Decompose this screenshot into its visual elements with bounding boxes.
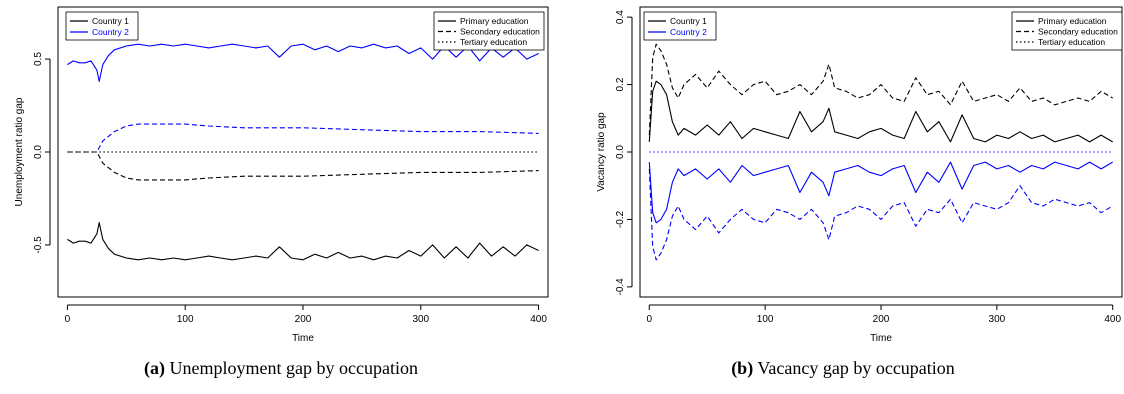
caption-text: Unemployment gap by occupation: [169, 358, 418, 378]
legend-box: [433, 11, 545, 51]
y-tick-label: 0.0: [615, 145, 626, 159]
plot-frame: [639, 6, 1123, 298]
x-axis-label: Time: [870, 333, 892, 344]
legend-label: Country 2: [92, 27, 129, 37]
caption-tag: (a): [144, 358, 166, 378]
vacancy-gap-panel: 0 100 200 300 400 Time -0.4 -0.2 0.0 0.2 0.4 Vacanc…: [562, 0, 1124, 394]
y-tick-label: -0.2: [615, 210, 626, 228]
series-line-4: [648, 168, 1113, 261]
figure-caption-b: (b) Vacancy gap by occupation: [562, 358, 1124, 379]
x-tick-label: 400: [1104, 314, 1121, 325]
x-axis-label: Time: [292, 333, 314, 344]
y-tick-label: 0.0: [33, 145, 44, 159]
legend-label: Primary education: [460, 16, 529, 26]
series-line-1: [67, 222, 539, 261]
series-line-2: [67, 123, 539, 153]
caption-tag: (b): [731, 358, 754, 378]
legend-box: [65, 11, 139, 41]
x-tick-label: 300: [989, 314, 1006, 325]
x-tick-label: 0: [646, 314, 652, 325]
legend-box: [1011, 11, 1123, 51]
legend-label: Tertiary education: [460, 37, 527, 47]
figure-caption-a: (a) Unemployment gap by occupation: [0, 358, 562, 379]
y-tick-label: -0.5: [33, 236, 44, 254]
x-tick-label: 300: [412, 314, 429, 325]
x-tick-label: 200: [295, 314, 312, 325]
y-tick-label: 0.2: [615, 77, 626, 91]
y-axis-label: Unemployment ratio gap: [14, 97, 25, 206]
unemployment-gap-panel: 0 100 200 300 400 Time -0.5 0.0 0.5 Unemployment …: [0, 6, 562, 379]
legend-label: Secondary education: [1038, 27, 1118, 37]
y-tick-label: 0.5: [33, 52, 44, 66]
y-tick-label: -0.4: [615, 278, 626, 296]
unemployment-gap-chart: 0 100 200 300 400 Time -0.5 0.0 0.5 Unemployment …: [14, 6, 549, 344]
series-line-3: [648, 161, 1113, 224]
x-tick-label: 200: [873, 314, 890, 325]
x-tick-label: 100: [177, 314, 194, 325]
x-tick-label: 100: [757, 314, 774, 325]
caption-text: Vacancy gap by occupation: [757, 358, 955, 378]
legend-label: Country 1: [670, 16, 707, 26]
series-line-1: [648, 80, 1113, 143]
x-tick-label: 0: [65, 314, 71, 325]
legend-box: [643, 11, 717, 41]
x-tick-label: 400: [530, 314, 547, 325]
series-line-3: [67, 151, 539, 181]
plot-frame: [57, 6, 549, 298]
series-line-0: [648, 43, 1113, 136]
vacancy-gap-chart: 0 100 200 300 400 Time -0.4 -0.2 0.0 0.2 0.4 Vacanc…: [596, 6, 1123, 344]
legend-label: Primary education: [1038, 16, 1107, 26]
legend-label: Secondary education: [460, 27, 540, 37]
series-line-0: [67, 43, 539, 82]
y-axis-label: Vacancy ratio gap: [596, 112, 607, 192]
legend-label: Tertiary education: [1038, 37, 1105, 47]
legend-label: Country 2: [670, 27, 707, 37]
legend-label: Country 1: [92, 16, 129, 26]
y-tick-label: 0.4: [615, 10, 626, 24]
